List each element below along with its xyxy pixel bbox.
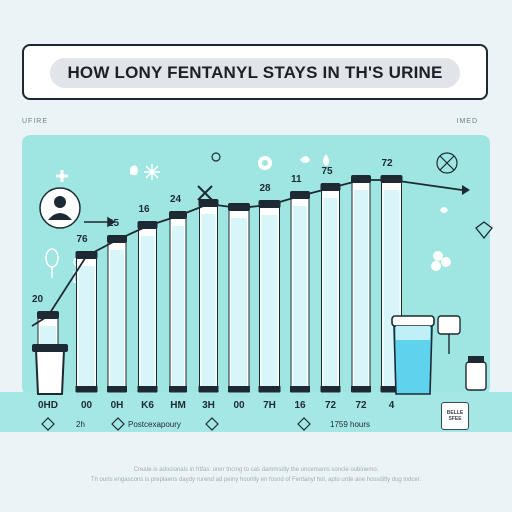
close-icon [197, 185, 213, 201]
ring-icon [211, 152, 221, 162]
footnote-line-1: Create is adocionals in frtfas: uner tnc… [133, 467, 379, 473]
bar-4 [169, 211, 187, 393]
trend-curve [31, 179, 463, 327]
value-label-11: 72 [382, 158, 394, 169]
pill-icon-2 [111, 417, 125, 431]
value-label-7: 28 [260, 183, 272, 194]
plus-icon [56, 170, 68, 182]
x-tick-4: HM [170, 400, 186, 411]
pill-icon-3 [205, 417, 219, 431]
bar-5 [198, 199, 219, 393]
value-labels-layer: 20 76 25 16 24 28 11 75 72 [32, 158, 393, 305]
bar-3 [137, 221, 158, 393]
value-label-3: 16 [139, 204, 151, 215]
bar-1 [75, 251, 98, 393]
x-mark-icon [436, 152, 458, 174]
diamond-icon [475, 221, 493, 240]
trend-arrowhead [462, 185, 470, 195]
drop-icon [323, 154, 329, 166]
x-tick-5: 3H [202, 400, 215, 411]
leaf-icon [300, 156, 310, 163]
pill-icon-1 [41, 417, 55, 431]
floor-band [0, 392, 512, 432]
bean-icon [130, 165, 138, 176]
value-label-8: 11 [291, 174, 302, 185]
bar-8 [290, 191, 310, 393]
x-tick-6: 00 [233, 400, 245, 411]
corner-label-left: UFIRE [22, 118, 48, 125]
x-tick-10: 72 [355, 400, 367, 411]
x-tick-7: 7H [263, 400, 276, 411]
value-label-4: 24 [170, 194, 182, 205]
title-box: HOW LONY FENTANYL STAYS IN TH'S URINE [22, 44, 488, 100]
avatar-icon [39, 187, 81, 229]
x-tick-9: 72 [324, 400, 337, 411]
sublabel-left: 2h [76, 420, 85, 429]
sublabel-mid: Postcexapoury [128, 420, 181, 429]
value-label-2: 25 [108, 218, 120, 229]
kidney-icon [45, 248, 59, 278]
pill-icon-4 [297, 417, 311, 431]
footnote-line-2: Th ourls engascons is preplaens daydy ru… [90, 477, 422, 483]
bar-9 [320, 183, 341, 393]
syringe-icon [437, 315, 461, 354]
gear-icon [258, 156, 272, 170]
x-tick-3: K6 [141, 400, 154, 411]
value-label-9: 75 [322, 166, 334, 177]
bar-10 [351, 175, 371, 393]
bar-6 [228, 203, 250, 393]
x-tick-11: 4 [388, 400, 395, 411]
value-label-0: 20 [32, 294, 44, 305]
x-tick-8: 16 [294, 400, 306, 411]
bar-2 [107, 235, 127, 393]
value-label-1: 76 [77, 234, 89, 245]
flower-icon [431, 251, 451, 271]
corner-label-right: IMED [456, 118, 478, 125]
sparkle-icon [144, 164, 160, 180]
arrow-right-icon [84, 216, 116, 228]
chart-title: HOW LONY FENTANYL STAYS IN TH'S URINE [50, 58, 460, 88]
sublabel-right: 1759 hours [330, 420, 371, 429]
bars-layer [37, 175, 403, 393]
specimen-container [391, 315, 435, 395]
heart-icon [440, 207, 448, 213]
x-tick-2: 0H [110, 400, 124, 411]
cup-icon [32, 344, 68, 395]
badge: BELLE SFEE [441, 402, 469, 430]
bar-7 [258, 200, 281, 393]
x-tick-1: 00 [80, 400, 93, 411]
pill-bottle-icon [465, 356, 487, 391]
x-tick-0: 0HD [37, 400, 58, 411]
